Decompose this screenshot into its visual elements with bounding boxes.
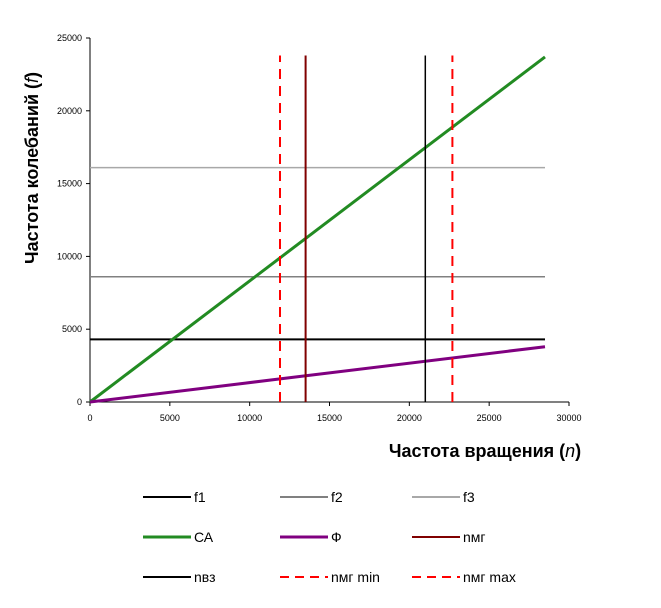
legend-label: Ф — [331, 529, 342, 545]
legend-label: nмг max — [463, 569, 516, 585]
series-line — [89, 345, 546, 404]
x-tick-label: 5000 — [160, 413, 180, 423]
x-axis-title: Частота вращения (n) — [389, 441, 581, 461]
y-tick-label: 10000 — [57, 251, 82, 261]
x-tick-label: 20000 — [397, 413, 422, 423]
y-tick-label: 15000 — [57, 179, 82, 189]
legend-label: f2 — [331, 489, 343, 505]
axes: 0 5000 10000 15000 20000 25000 0 5000 10000 15000… — [57, 33, 582, 423]
legend-label: nвз — [194, 569, 216, 585]
y-axis-title: Частота колебаний (f) — [22, 72, 42, 264]
y-tick-label: 0 — [77, 397, 82, 407]
legend-label: f3 — [463, 489, 475, 505]
legend-label: СА — [194, 529, 214, 545]
series-layer — [89, 55, 546, 404]
x-tick-label: 0 — [87, 413, 92, 423]
legend-label: nмг min — [331, 569, 380, 585]
y-tick-label: 25000 — [57, 33, 82, 43]
x-tick-label: 25000 — [477, 413, 502, 423]
legend-label: nмг — [463, 529, 486, 545]
y-tick-label: 20000 — [57, 106, 82, 116]
x-tick-label: 15000 — [317, 413, 342, 423]
x-tick-label: 10000 — [237, 413, 262, 423]
series-line — [89, 55, 546, 404]
x-tick-label: 30000 — [556, 413, 581, 423]
y-tick-label: 5000 — [62, 324, 82, 334]
legend-label: f1 — [194, 489, 206, 505]
